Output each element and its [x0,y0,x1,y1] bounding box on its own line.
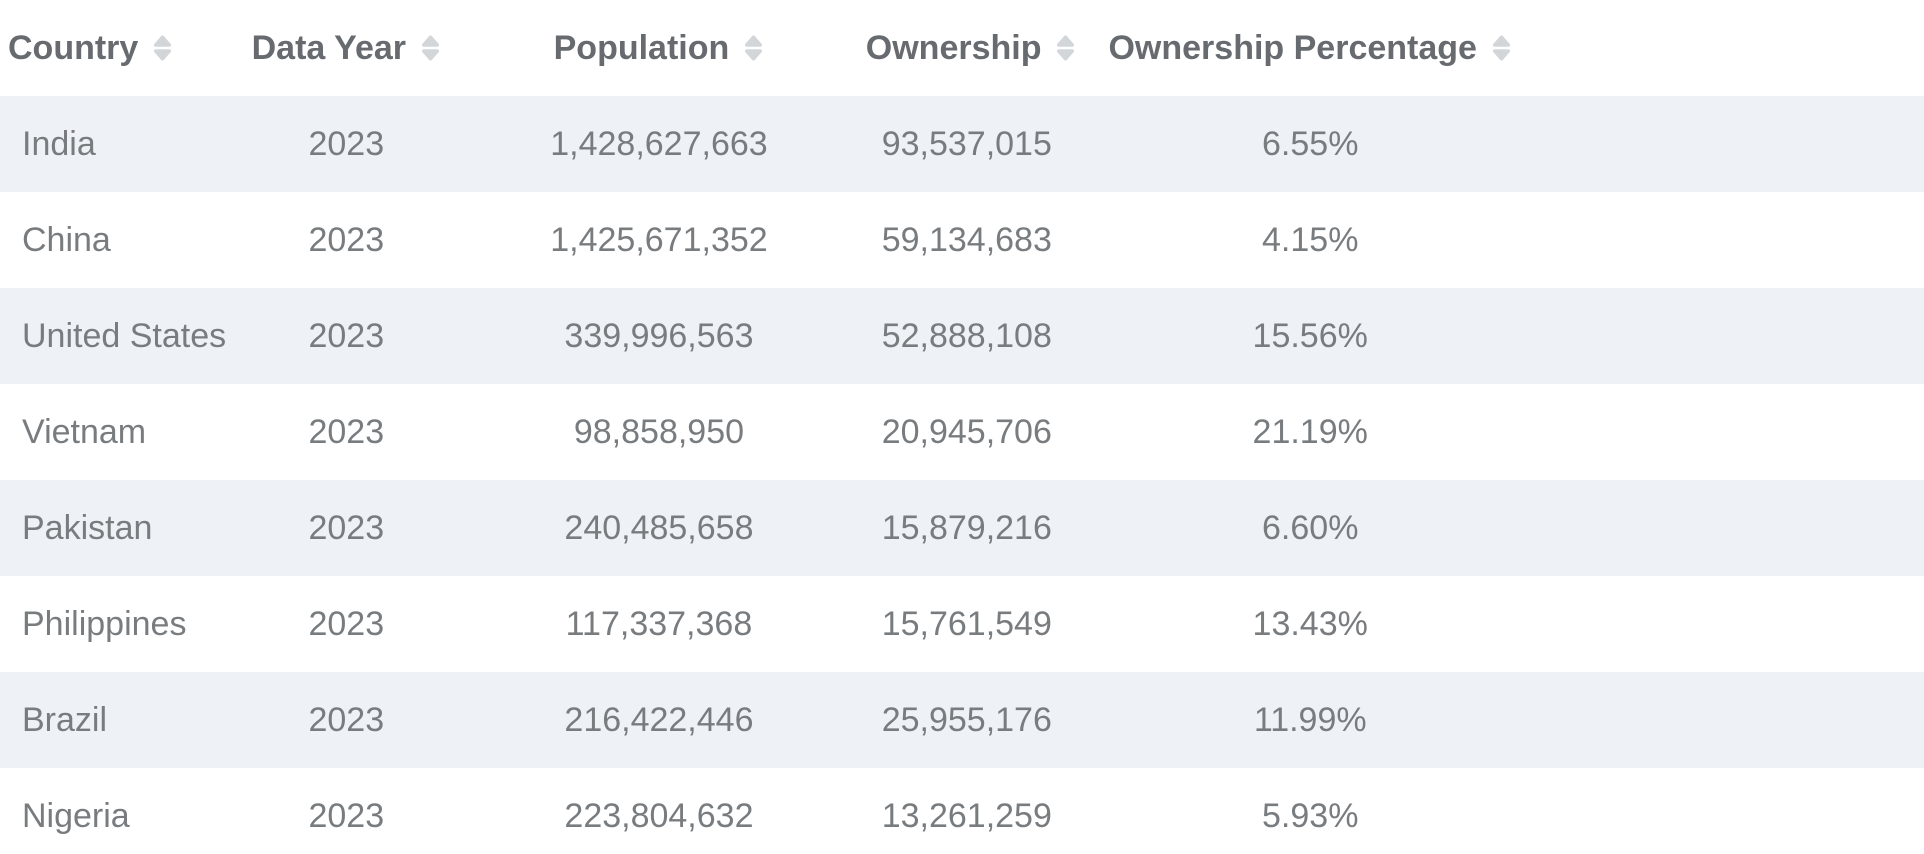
table-cell-country: India [22,125,96,163]
column-header-inner: Country [0,31,173,65]
table-cell-country: Vietnam [22,413,147,451]
spacer-column-cell [1553,480,1924,576]
table-cell-data-year: 2023 [308,317,385,355]
column-header-inner: Population [554,31,765,65]
table-cell-country: Philippines [22,605,187,643]
table-header: Country Data Year Population Ownership Owner… [0,0,1924,96]
sort-icon[interactable] [1491,34,1512,62]
header-row: Country Data Year Population Ownership Owner… [0,0,1924,96]
table-row: Brazil 2023 216,422,446 25,955,176 11.99% [0,672,1924,768]
table-cell-country: Pakistan [22,509,153,547]
table-row: United States 2023 339,996,563 52,888,108 15… [0,288,1924,384]
column-header-inner: Ownership [866,31,1077,65]
spacer-column-cell [1553,768,1924,854]
table-cell-population: 98,858,950 [573,413,745,451]
table-cell-ownership-percentage: 6.60% [1262,509,1359,547]
table-cell-population: 216,422,446 [564,701,754,739]
table-cell-ownership: 15,879,216 [881,509,1052,547]
spacer-column-cell [1553,576,1924,672]
table-body: India 2023 1,428,627,663 93,537,015 6.55% Chi… [0,96,1924,854]
spacer-column-cell [1553,192,1924,288]
spacer-column-cell [1553,96,1924,192]
table-cell-ownership: 25,955,176 [881,701,1052,739]
table-cell-ownership: 20,945,706 [881,413,1052,451]
table-cell-country: Nigeria [22,797,130,835]
column-header-ownership-percentage[interactable]: Ownership Percentage [1067,0,1553,96]
table-cell-population: 1,425,671,352 [550,221,768,259]
sort-icon[interactable] [420,34,441,62]
table-cell-ownership: 59,134,683 [881,221,1052,259]
table-cell-data-year: 2023 [308,221,385,259]
table-cell-country: China [22,221,111,259]
table-row: India 2023 1,428,627,663 93,537,015 6.55% [0,96,1924,192]
sort-icon[interactable] [1055,34,1076,62]
table-cell-ownership: 93,537,015 [881,125,1052,163]
table-row: Pakistan 2023 240,485,658 15,879,216 6.60% [0,480,1924,576]
table-cell-population: 223,804,632 [564,797,754,835]
table-cell-population: 339,996,563 [564,317,754,355]
table-cell-data-year: 2023 [308,125,385,163]
column-header-label: Population [553,28,730,67]
column-header-inner: Ownership Percentage [1108,31,1511,65]
table-cell-data-year: 2023 [308,605,385,643]
spacer-column-header [1552,0,1924,96]
table-cell-ownership: 15,761,549 [881,605,1052,643]
table-cell-ownership-percentage: 11.99% [1253,701,1367,739]
spacer-column-cell [1553,384,1924,480]
column-header-ownership[interactable]: Ownership [865,0,1075,96]
table-cell-population: 117,337,368 [565,605,753,643]
table-cell-population: 1,428,627,663 [550,125,768,163]
table-row: Vietnam 2023 98,858,950 20,945,706 21.19% [0,384,1924,480]
column-header-label: Ownership [865,28,1042,67]
table-cell-ownership-percentage: 5.93% [1262,797,1359,835]
table-cell-ownership: 13,261,259 [881,797,1052,835]
table-row: Philippines 2023 117,337,368 15,761,549 13.4… [0,576,1924,672]
spacer-column-cell [1553,672,1924,768]
table-cell-data-year: 2023 [308,797,385,835]
table-cell-population: 240,485,658 [564,509,754,547]
table-cell-data-year: 2023 [308,701,385,739]
column-header-label: Data Year [251,28,406,67]
table-cell-country: Brazil [22,701,108,739]
table-row: Nigeria 2023 223,804,632 13,261,259 5.93% [0,768,1924,854]
column-header-country[interactable]: Country [0,0,241,96]
table-cell-data-year: 2023 [308,413,385,451]
table-cell-country: United States [22,317,227,355]
table-cell-ownership-percentage: 13.43% [1252,605,1368,643]
column-header-label: Ownership Percentage [1108,28,1477,67]
column-header-label: Country [8,28,139,67]
spacer-column-cell [1553,288,1924,384]
column-header-inner: Data Year [252,31,441,65]
table-cell-ownership-percentage: 4.15% [1262,221,1359,259]
table-cell-ownership: 52,888,108 [881,317,1052,355]
table-cell-ownership-percentage: 15.56% [1252,317,1368,355]
table-row: China 2023 1,425,671,352 59,134,683 4.15% [0,192,1924,288]
table-cell-ownership-percentage: 21.19% [1252,413,1368,451]
column-header-population[interactable]: Population [452,0,866,96]
column-header-data-year[interactable]: Data Year [240,0,453,96]
sort-icon[interactable] [743,34,764,62]
sort-icon[interactable] [152,34,173,62]
table-cell-data-year: 2023 [308,509,385,547]
table-cell-ownership-percentage: 6.55% [1262,125,1359,163]
